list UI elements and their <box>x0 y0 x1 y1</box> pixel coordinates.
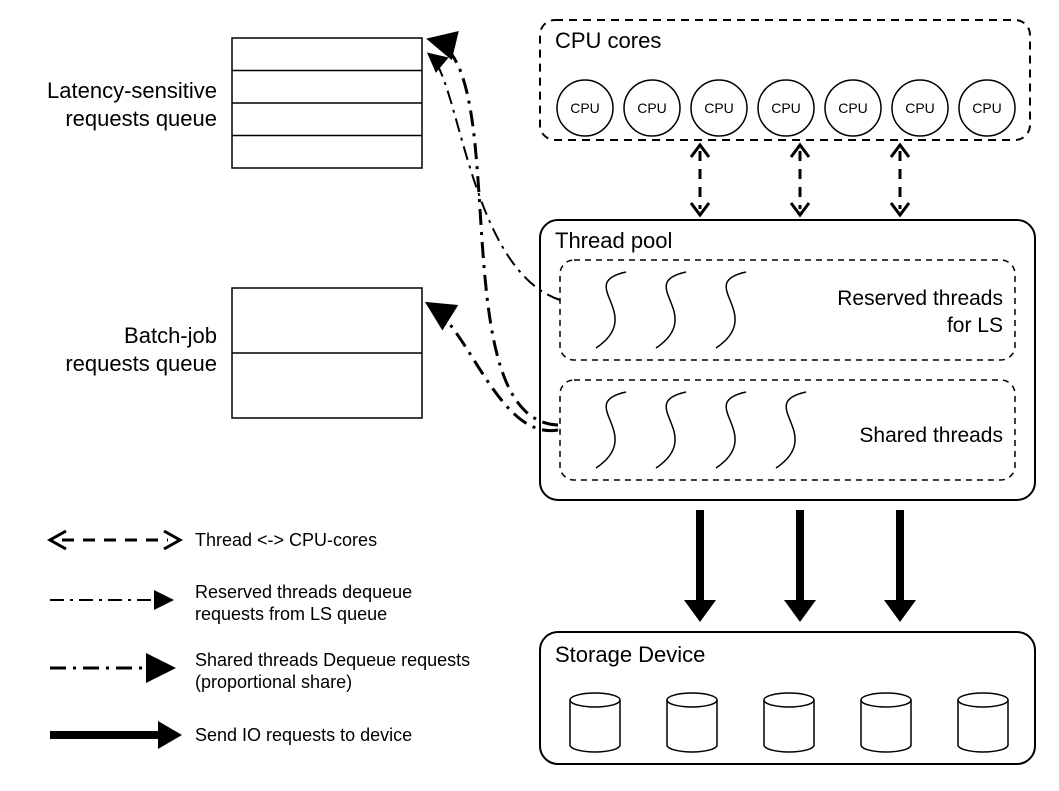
thread-icon <box>656 272 686 348</box>
storage-cylinder <box>667 693 717 752</box>
svg-text:for LS: for LS <box>947 314 1003 337</box>
svg-text:Reserved threads dequeue: Reserved threads dequeue <box>195 582 412 602</box>
svg-text:CPU: CPU <box>838 100 868 116</box>
svg-text:CPU: CPU <box>637 100 667 116</box>
svg-text:CPU: CPU <box>570 100 600 116</box>
reserved-threads-box <box>560 260 1015 360</box>
svg-text:CPU: CPU <box>704 100 734 116</box>
thread-pool-label: Thread pool <box>555 228 672 253</box>
svg-text:Shared threads: Shared threads <box>859 424 1003 447</box>
thread-icon <box>716 392 746 468</box>
shared-to-batch-arrow <box>430 305 558 431</box>
svg-text:Send IO requests to device: Send IO requests to device <box>195 725 412 745</box>
storage-cylinder <box>861 693 911 752</box>
thread-icon <box>596 392 626 468</box>
svg-text:Shared threads Dequeue request: Shared threads Dequeue requests <box>195 650 470 670</box>
storage-cylinder <box>958 693 1008 752</box>
svg-text:requests queue: requests queue <box>65 351 217 376</box>
batch-queue-label: Batch-job <box>124 323 217 348</box>
svg-text:requests queue: requests queue <box>65 106 217 131</box>
thread-icon <box>656 392 686 468</box>
thread-icon <box>716 272 746 348</box>
svg-text:CPU: CPU <box>771 100 801 116</box>
svg-text:CPU: CPU <box>972 100 1002 116</box>
svg-text:requests from LS queue: requests from LS queue <box>195 604 387 624</box>
storage-cylinder <box>764 693 814 752</box>
svg-text:CPU: CPU <box>905 100 935 116</box>
cpu-cores-label: CPU cores <box>555 28 661 53</box>
thread-icon <box>776 392 806 468</box>
storage-label: Storage Device <box>555 642 705 667</box>
legend-item: Thread <-> CPU-cores <box>195 530 377 550</box>
thread-icon <box>596 272 626 348</box>
svg-text:Reserved threads: Reserved threads <box>837 287 1003 310</box>
storage-cylinder <box>570 693 620 752</box>
ls-queue-label: Latency-sensitive <box>47 78 217 103</box>
svg-text:(proportional share): (proportional share) <box>195 672 352 692</box>
